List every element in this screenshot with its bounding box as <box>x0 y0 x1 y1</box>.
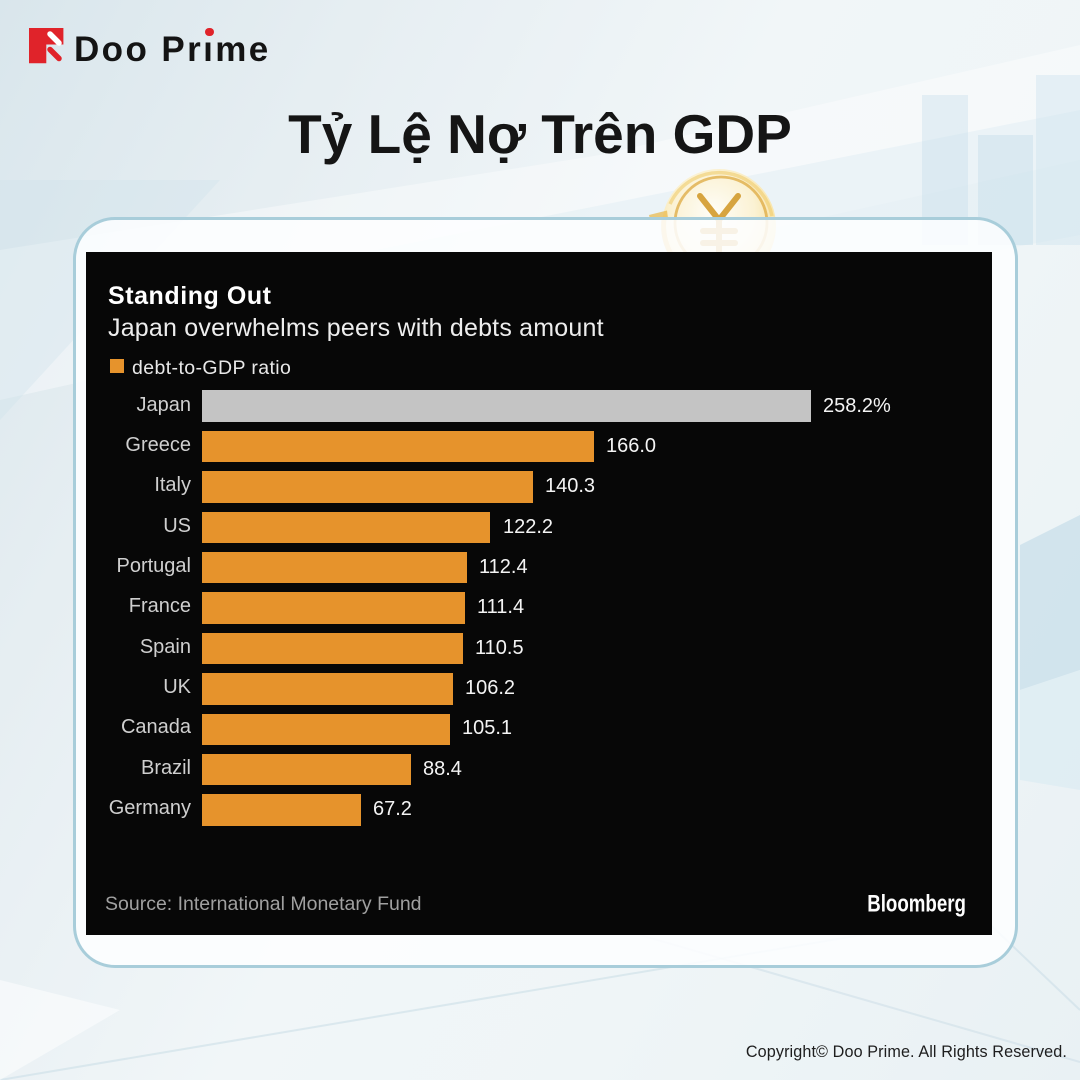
svg-text:Bloomberg: Bloomberg <box>867 890 966 917</box>
